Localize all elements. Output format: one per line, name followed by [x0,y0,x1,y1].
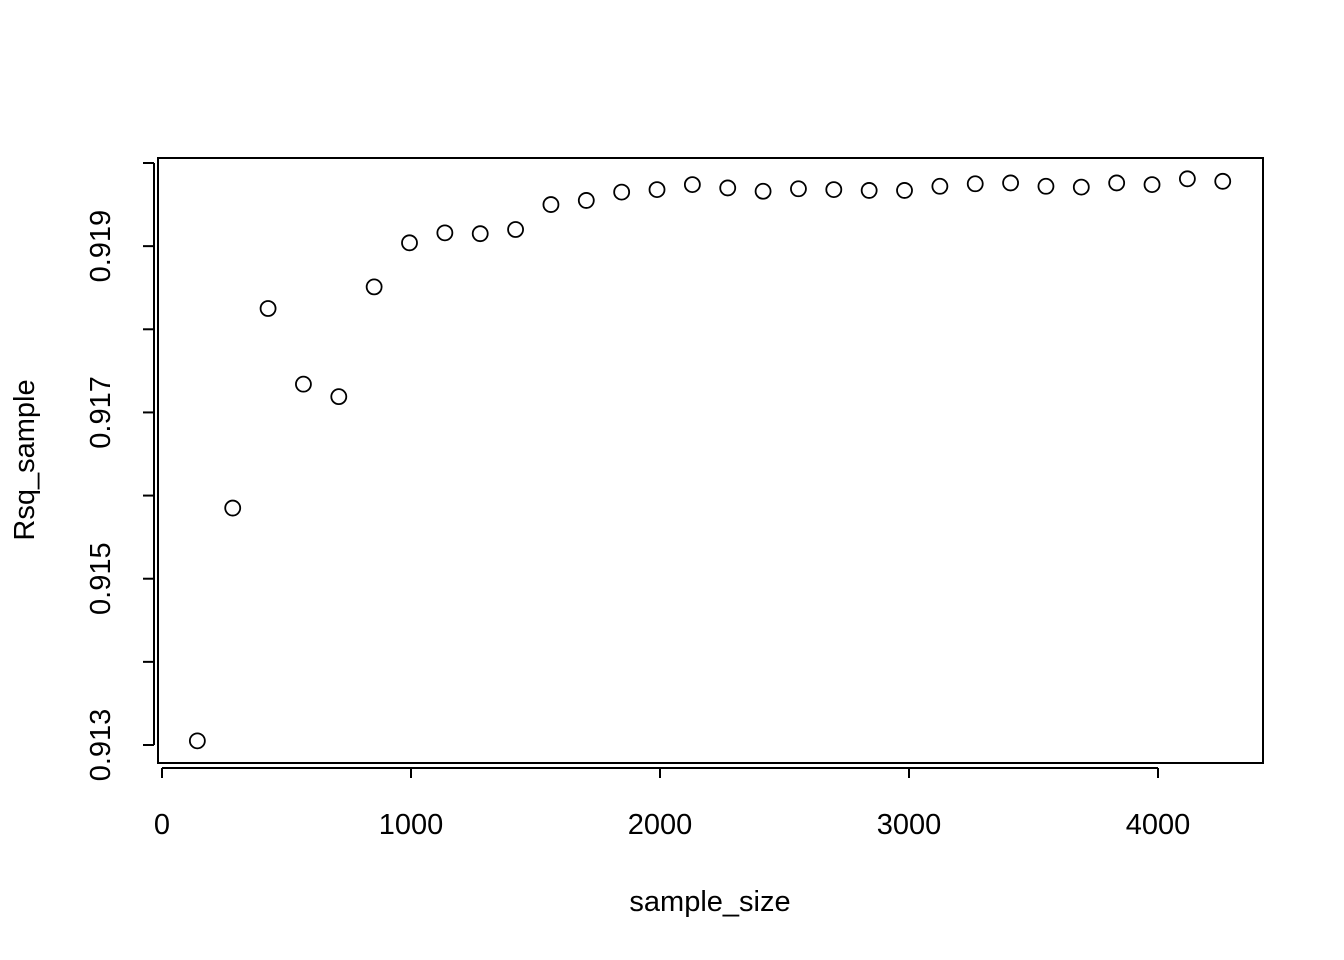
data-point [295,375,312,393]
y-tick-label: 0.917 [85,376,117,449]
data-point [365,278,383,296]
x-tick-label: 0 [154,809,170,841]
data-point [1178,170,1196,188]
x-axis-label: sample_size [629,886,790,918]
y-tick-label: 0.915 [85,542,117,615]
data-point [1143,176,1161,194]
data-point [1214,172,1232,190]
y-tick-label: 0.919 [85,210,117,283]
data-point [1037,177,1055,195]
data-point [224,499,242,517]
data-point [719,179,737,197]
data-point [860,182,878,199]
data-point [436,224,454,242]
data-point [1002,174,1019,192]
data-point [648,181,666,199]
data-point [259,300,277,317]
data-point [966,175,984,193]
plot-frame [157,157,1264,764]
data-point [931,177,949,195]
x-tick-label: 1000 [379,809,444,841]
data-point [754,182,772,200]
data-point [613,183,631,201]
y-tick-label: 0.913 [85,709,117,782]
y-axis: 0.913 0.915 0.917 0.919 [85,162,155,782]
x-tick-label: 2000 [628,809,693,841]
data-point [188,732,206,750]
x-tick-label: 3000 [877,809,942,841]
data-points [188,170,1232,750]
x-axis: 0 1000 2000 3000 4000 [154,767,1191,841]
data-point [577,192,595,209]
data-point [471,225,489,243]
data-point [825,181,843,199]
data-point [683,176,701,194]
y-axis-label: Rsq_sample [9,379,41,540]
data-point [401,234,418,252]
data-point [1072,178,1090,196]
data-point [1108,174,1126,192]
data-point [896,182,913,199]
data-point [507,221,524,238]
x-tick-label: 4000 [1126,809,1191,841]
data-point [790,180,807,198]
data-point [330,388,348,406]
data-point [542,196,560,213]
